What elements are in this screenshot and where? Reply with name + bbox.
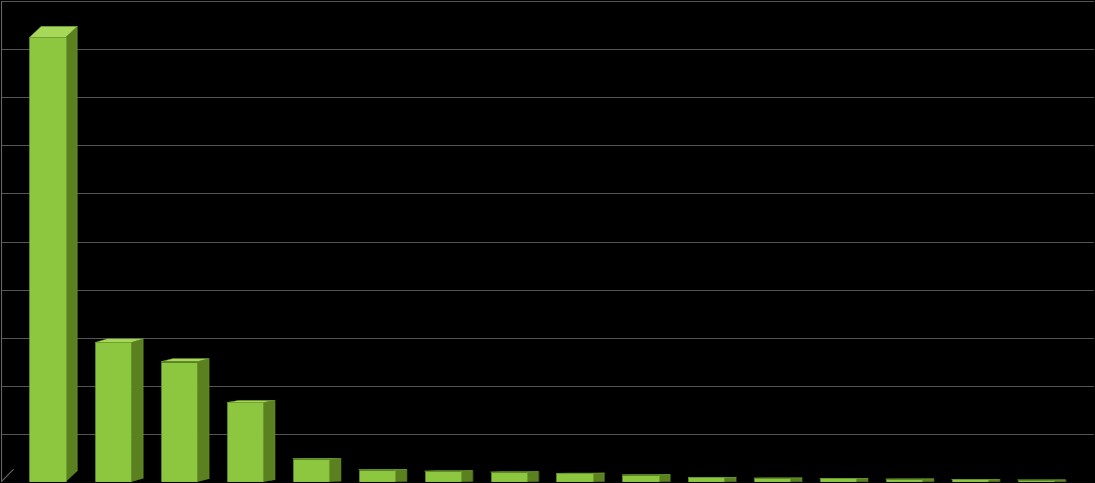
Polygon shape <box>856 479 868 482</box>
Polygon shape <box>461 471 473 482</box>
Bar <box>622 475 658 482</box>
Bar <box>556 473 592 482</box>
Bar <box>1017 480 1053 482</box>
Polygon shape <box>263 400 275 482</box>
Polygon shape <box>658 475 670 482</box>
Polygon shape <box>66 26 78 482</box>
Polygon shape <box>592 473 604 482</box>
Polygon shape <box>30 26 78 37</box>
Bar <box>359 469 395 482</box>
Bar <box>161 362 197 482</box>
Polygon shape <box>922 479 934 482</box>
Polygon shape <box>395 469 407 482</box>
Bar <box>292 459 330 482</box>
Polygon shape <box>725 477 736 482</box>
Polygon shape <box>988 480 1000 482</box>
Polygon shape <box>227 400 275 402</box>
Bar <box>820 479 856 482</box>
Polygon shape <box>791 478 803 482</box>
Bar <box>491 472 527 482</box>
Bar <box>30 37 66 482</box>
Polygon shape <box>292 458 341 459</box>
Polygon shape <box>527 472 539 482</box>
Bar <box>227 402 263 482</box>
Bar <box>95 342 131 482</box>
Bar <box>952 480 988 482</box>
Polygon shape <box>161 358 209 362</box>
Polygon shape <box>197 358 209 482</box>
Polygon shape <box>1053 480 1065 482</box>
Bar <box>688 477 725 482</box>
Bar <box>886 479 922 482</box>
Polygon shape <box>95 339 143 342</box>
Bar <box>425 471 461 482</box>
Polygon shape <box>330 458 341 482</box>
Polygon shape <box>131 339 143 482</box>
Bar <box>754 478 791 482</box>
